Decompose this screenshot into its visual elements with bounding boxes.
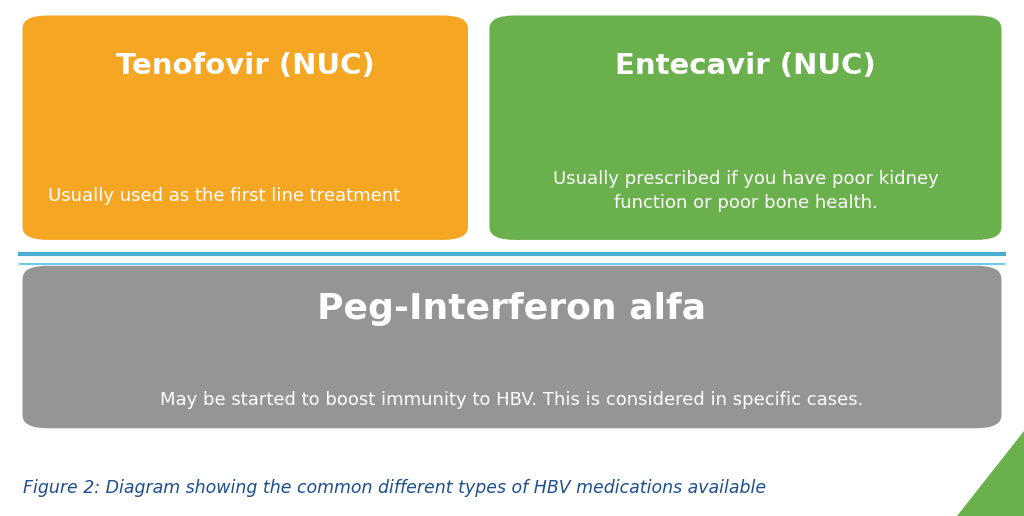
Text: Figure 2: Diagram showing the common different types of HBV medications availabl: Figure 2: Diagram showing the common dif… — [23, 479, 766, 496]
FancyBboxPatch shape — [23, 266, 1001, 428]
FancyBboxPatch shape — [23, 15, 468, 240]
Text: Peg-Interferon alfa: Peg-Interferon alfa — [317, 292, 707, 326]
FancyBboxPatch shape — [489, 15, 1001, 240]
Text: May be started to boost immunity to HBV. This is considered in specific cases.: May be started to boost immunity to HBV.… — [161, 391, 863, 409]
Text: Usually used as the first line treatment: Usually used as the first line treatment — [48, 187, 400, 205]
Polygon shape — [957, 431, 1024, 516]
Text: Entecavir (NUC): Entecavir (NUC) — [615, 52, 876, 79]
Text: Tenofovir (NUC): Tenofovir (NUC) — [116, 52, 375, 79]
Text: Usually prescribed if you have poor kidney
function or poor bone health.: Usually prescribed if you have poor kidn… — [553, 170, 938, 212]
